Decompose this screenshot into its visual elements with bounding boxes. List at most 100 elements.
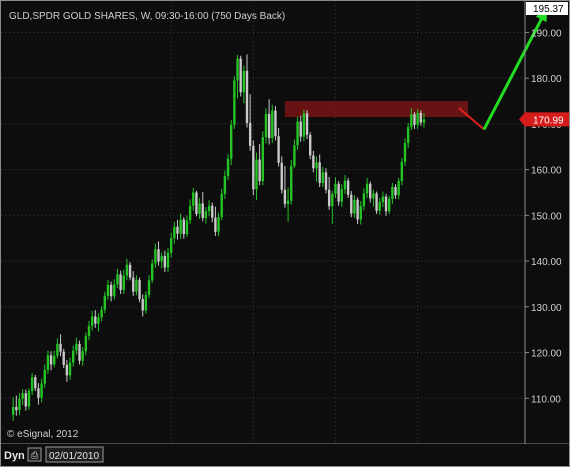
- candle-body: [372, 193, 375, 199]
- candle-body: [280, 162, 283, 190]
- candle-body: [375, 193, 378, 211]
- candle-body: [388, 198, 391, 212]
- candle-body: [419, 112, 422, 123]
- target-price-label: 195.37: [533, 4, 564, 15]
- candle-body: [185, 220, 189, 235]
- last-price-box: [519, 112, 569, 127]
- candle-body: [75, 343, 78, 351]
- projection-lines: [458, 7, 549, 131]
- last-price-label: 170.99: [533, 115, 564, 126]
- candle-body: [397, 181, 400, 196]
- y-tick-label: 190.00: [531, 28, 562, 39]
- candle-body: [11, 406, 15, 415]
- candle-body: [62, 351, 65, 365]
- candle-body: [305, 113, 309, 135]
- candle-body: [34, 377, 37, 389]
- candle-body: [403, 143, 407, 162]
- y-tick-label: 140.00: [531, 257, 562, 268]
- candle-body: [356, 199, 359, 220]
- candle-body: [406, 127, 410, 144]
- candle-body: [65, 364, 69, 376]
- candle-body: [211, 205, 214, 218]
- candle-body: [264, 113, 268, 138]
- candle-body: [94, 316, 97, 324]
- candle-body: [258, 159, 261, 182]
- candle-body: [290, 165, 293, 201]
- projection-down-line: [458, 107, 485, 131]
- chart-settings-icon[interactable]: ⎙: [27, 447, 42, 462]
- candle-body: [53, 355, 56, 365]
- candle-body: [252, 145, 255, 190]
- candle-body: [147, 280, 151, 295]
- candle-body: [381, 196, 385, 203]
- candle-body: [277, 136, 280, 163]
- candle-body: [359, 206, 362, 220]
- candle-body: [46, 355, 50, 370]
- candle-body: [217, 217, 220, 232]
- candle-body: [204, 211, 208, 219]
- candle-body: [331, 193, 334, 207]
- candle-body: [59, 343, 62, 352]
- resistance-zone: [284, 101, 469, 118]
- y-tick-label: 130.00: [531, 303, 562, 314]
- candle-body: [15, 406, 18, 411]
- projection-up-line: [482, 7, 549, 131]
- candle-body: [21, 393, 24, 399]
- candle-body: [132, 277, 135, 292]
- y-tick-label: 110.00: [531, 394, 561, 405]
- date-box[interactable]: 02/01/2010: [45, 446, 104, 463]
- candle-body: [113, 284, 116, 297]
- candle-body: [296, 121, 299, 146]
- candle-body: [81, 351, 84, 361]
- candle-body: [68, 362, 72, 376]
- candle-body: [309, 134, 312, 156]
- candle-body: [334, 183, 337, 194]
- candle-body: [274, 110, 277, 137]
- candle-body: [255, 159, 258, 190]
- candle-body: [318, 162, 321, 183]
- candle-body: [365, 183, 369, 194]
- y-axis: 110.00 120.00 130.00 140.00 150.00 160.00 170.…: [524, 1, 562, 444]
- candle-body: [128, 264, 132, 278]
- candle-body: [353, 199, 356, 214]
- candle-body: [283, 189, 287, 204]
- candle-body: [223, 176, 227, 194]
- y-tick-label: 160.00: [531, 166, 562, 177]
- chart-title: GLD,SPDR GOLD SHARES, W, 09:30-16:00 (75…: [9, 11, 285, 22]
- candle-body: [410, 114, 413, 128]
- candle-body: [362, 193, 366, 207]
- candle-body: [293, 145, 296, 166]
- candle-body: [394, 187, 397, 196]
- candle-body: [30, 377, 34, 391]
- candle-body: [271, 110, 274, 139]
- candle-body: [248, 122, 252, 146]
- candle-body: [157, 249, 160, 262]
- candle-body: [173, 226, 176, 239]
- candle-body: [384, 196, 388, 212]
- y-tick-label: 150.00: [531, 211, 562, 222]
- watermark: © eSignal, 2012: [7, 429, 79, 440]
- candle-body: [138, 279, 141, 300]
- candle-body: [43, 369, 46, 384]
- candle-body: [119, 274, 122, 290]
- candle-body: [49, 355, 53, 365]
- candle-body: [324, 172, 328, 190]
- candle-body: [97, 317, 100, 324]
- candle-body: [106, 284, 110, 296]
- candle-body: [337, 183, 340, 202]
- candle-body: [154, 249, 157, 264]
- candle-body: [109, 284, 113, 297]
- candle-body: [40, 383, 43, 398]
- y-tick-label: 180.00: [531, 74, 562, 85]
- candle-body: [198, 203, 201, 214]
- candle-body: [151, 263, 154, 281]
- candle-body: [242, 70, 246, 93]
- candle-body: [214, 217, 217, 232]
- resistance-zone-rect: [284, 101, 469, 118]
- candle-body: [169, 238, 173, 253]
- candle-body: [245, 70, 249, 123]
- candle-body: [103, 295, 106, 310]
- candle-body: [100, 309, 103, 318]
